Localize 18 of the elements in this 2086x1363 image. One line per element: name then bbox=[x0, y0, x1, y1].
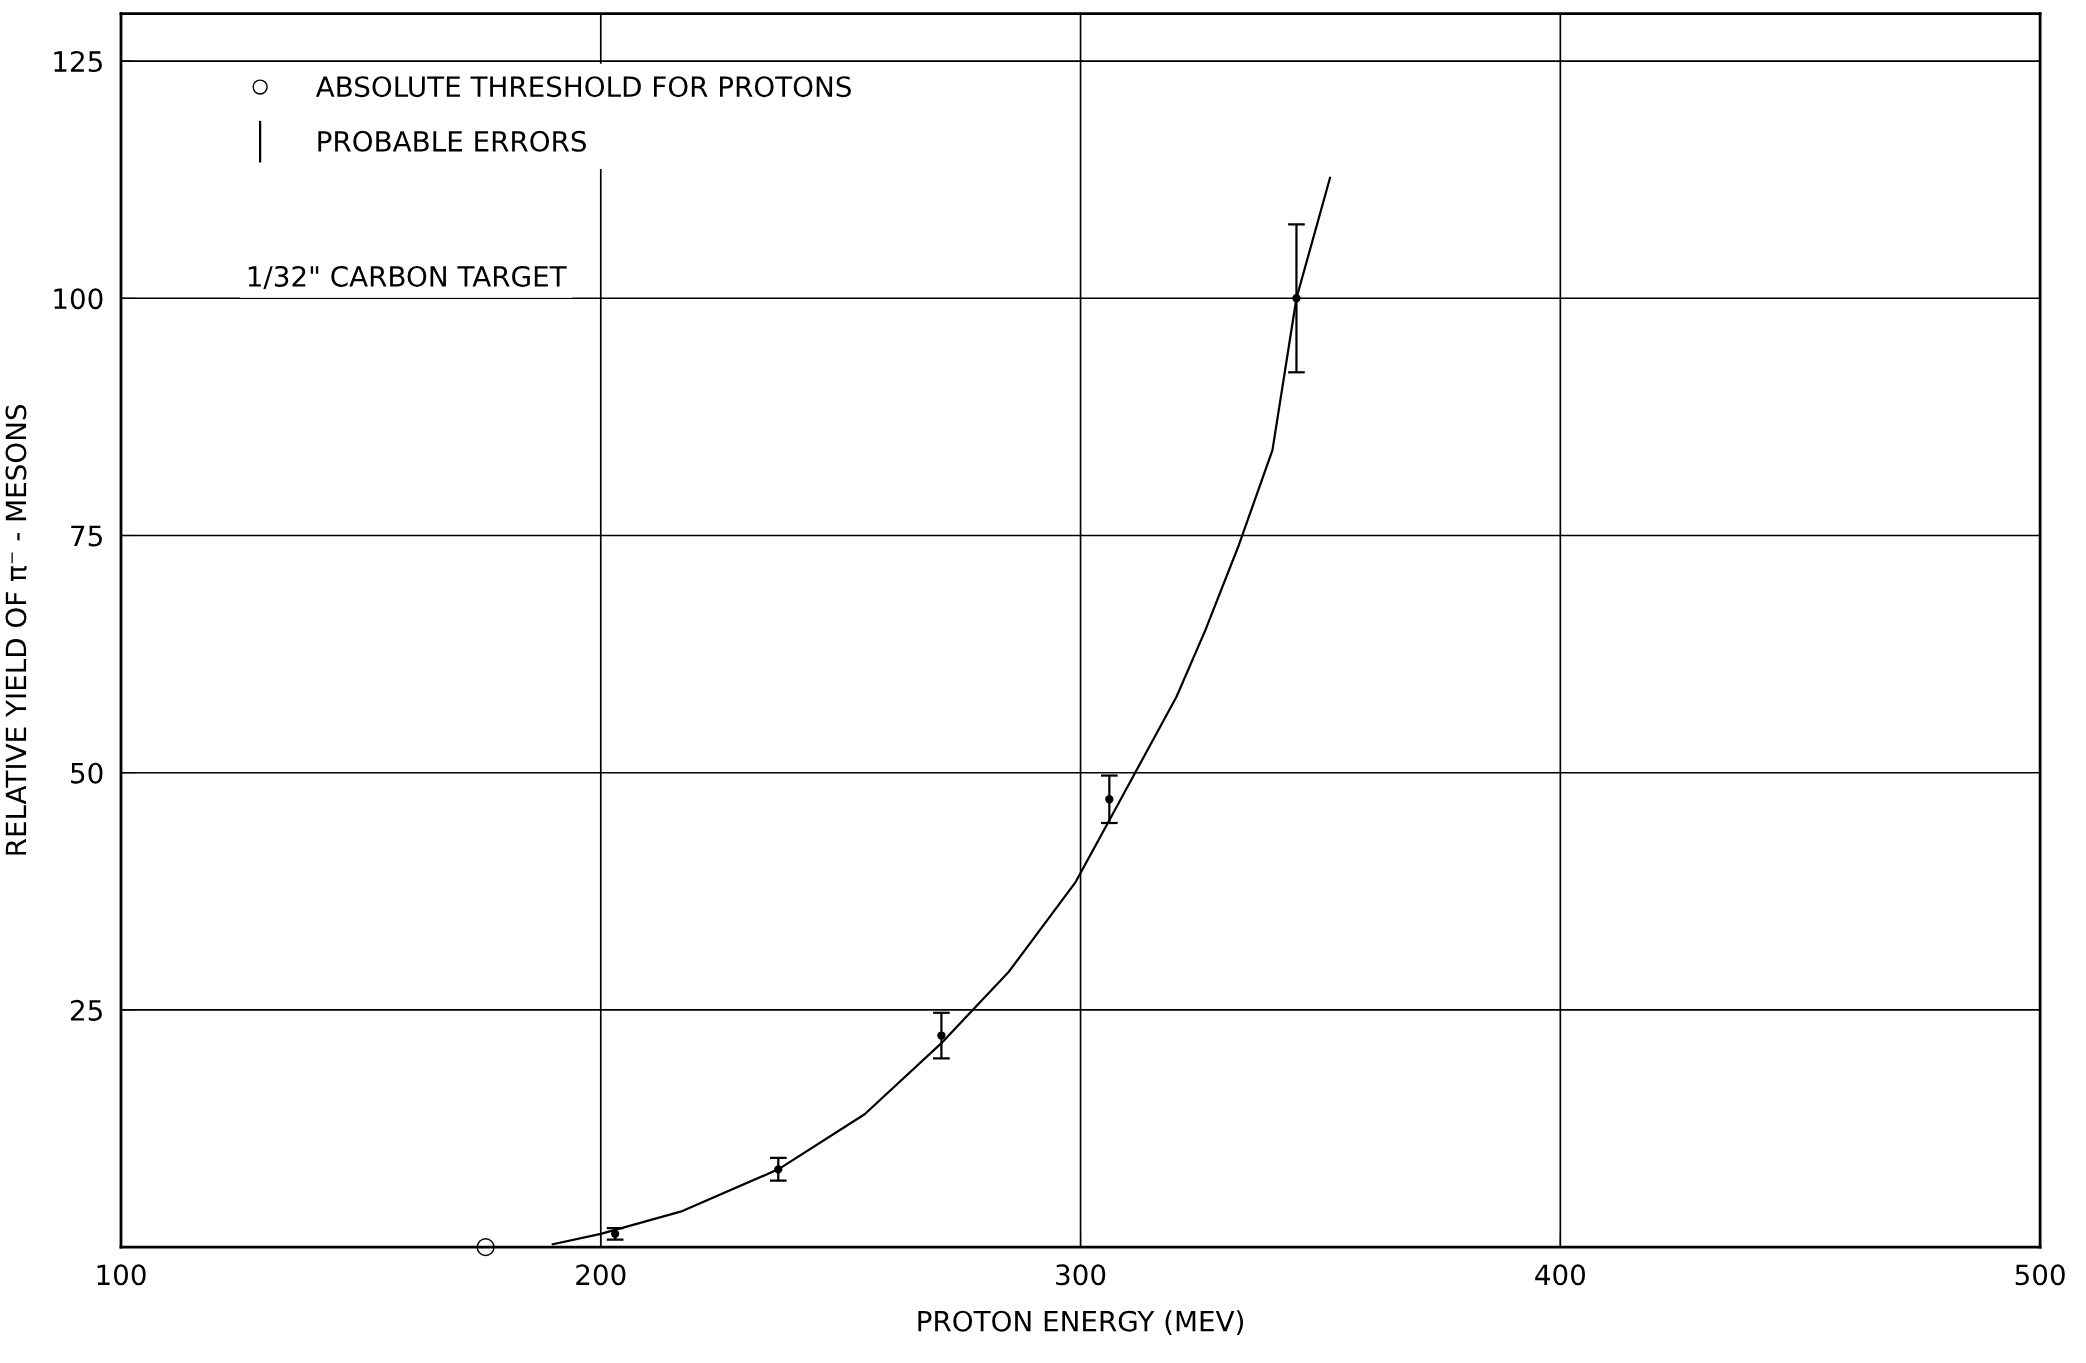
legend-label: PROBABLE ERRORS bbox=[318, 130, 586, 152]
x-tick-label: 300 bbox=[1056, 1264, 1106, 1286]
legend-label: ABSOLUTE THRESHOLD FOR PROTONS bbox=[315, 76, 851, 98]
x-axis-title: PROTON ENERGY (MEV) bbox=[918, 1310, 1243, 1335]
y-axis-title: RELATIVE YIELD OF π⁻ - MESONS bbox=[5, 404, 27, 855]
y-tick-label: 100 bbox=[54, 288, 103, 310]
x-tick-label: 500 bbox=[2015, 1264, 2065, 1286]
x-tick-label: 200 bbox=[576, 1264, 626, 1286]
point bbox=[610, 1229, 620, 1239]
x-tick-label: 100 bbox=[97, 1264, 146, 1286]
point bbox=[937, 1031, 946, 1040]
y-tick-label: 75 bbox=[71, 525, 102, 547]
y-tick-label: 25 bbox=[71, 999, 102, 1021]
point bbox=[1105, 795, 1114, 804]
y-tick-label: 50 bbox=[71, 762, 103, 784]
y-tick-label: 125 bbox=[54, 51, 102, 73]
x-tick-label: 400 bbox=[1535, 1264, 1585, 1286]
annotation: 1/32" CARBON TARGET bbox=[248, 265, 567, 290]
